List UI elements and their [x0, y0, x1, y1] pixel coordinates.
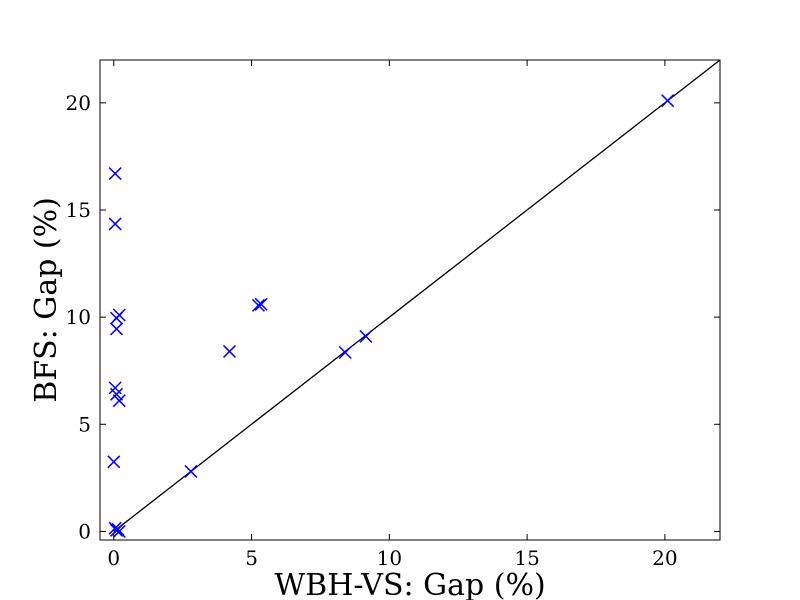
x-tick-labels: 0 5 10 15 20: [107, 546, 677, 570]
y-tick-label: 0: [78, 519, 91, 543]
data-point: [110, 311, 124, 325]
y-tick-labels: 0 5 10 15 20: [66, 91, 91, 544]
x-tick-label: 20: [652, 546, 677, 570]
data-point: [108, 167, 122, 181]
reference-line-layer: [113, 59, 721, 532]
data-point: [112, 394, 126, 408]
x-tick-label: 0: [107, 546, 120, 570]
data-point: [222, 344, 237, 358]
data-point: [107, 455, 121, 469]
x-tick-label: 10: [377, 546, 402, 570]
x-axis-label: WBH-VS: Gap (%): [274, 568, 545, 600]
x-tick-label: 5: [245, 546, 258, 570]
data-point: [661, 94, 675, 108]
data-point: [184, 464, 198, 478]
y-tick-label: 20: [66, 91, 91, 115]
y-tick-label: 15: [66, 198, 91, 222]
x-tick-label: 15: [514, 546, 539, 570]
data-point: [338, 345, 352, 360]
plot-frame: [99, 59, 721, 541]
data-point: [108, 217, 122, 231]
data-point: [251, 298, 265, 312]
y-tick-label: 5: [78, 412, 91, 436]
data-point: [359, 329, 373, 343]
data-point: [111, 522, 125, 536]
y-tick-label: 10: [66, 305, 91, 329]
data-points-layer: [107, 94, 675, 538]
data-point: [254, 297, 268, 311]
data-point: [110, 387, 124, 401]
data-point: [110, 322, 124, 336]
diagonal-reference-line: [113, 59, 721, 532]
y-axis-label: BFS: Gap (%): [29, 197, 64, 403]
ticks-layer: [100, 60, 720, 540]
